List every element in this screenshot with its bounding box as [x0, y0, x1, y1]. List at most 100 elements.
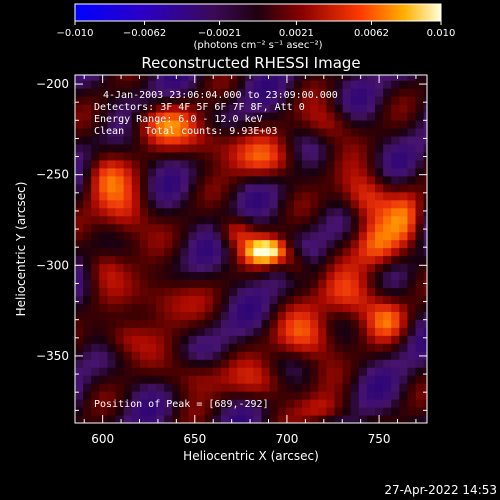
heatmap-cell	[407, 223, 417, 233]
heatmap-cell	[261, 80, 271, 89]
heatmap-cell	[229, 367, 238, 376]
heatmap-cell	[318, 311, 327, 320]
heatmap-cell	[326, 351, 336, 360]
heatmap-cell	[204, 271, 214, 281]
heatmap-cell	[261, 327, 271, 336]
heatmap-cell	[269, 75, 279, 81]
heatmap-cell	[123, 215, 133, 225]
heatmap-cell	[245, 327, 254, 336]
heatmap-cell	[293, 367, 303, 376]
heatmap-cell	[172, 143, 182, 153]
heatmap-cell	[188, 351, 198, 360]
heatmap-cell	[383, 351, 392, 360]
heatmap-cell	[253, 351, 263, 360]
heatmap-cell	[358, 287, 368, 296]
heatmap-cell	[383, 191, 392, 201]
heatmap-cell	[212, 199, 222, 209]
heatmap-cell	[261, 359, 271, 368]
heatmap-cell	[423, 88, 427, 97]
heatmap-cell	[366, 127, 376, 137]
heatmap-cell	[358, 151, 368, 161]
heatmap-cell	[318, 119, 327, 129]
heatmap-cell	[75, 183, 84, 193]
heatmap-cell	[123, 415, 133, 423]
heatmap-cell	[107, 287, 117, 296]
heatmap-cell	[326, 111, 336, 121]
heatmap-cell	[318, 167, 327, 177]
heatmap-cell	[285, 239, 295, 249]
heatmap-cell	[366, 167, 376, 177]
heatmap-cell	[277, 159, 287, 169]
heatmap-cell	[245, 247, 254, 257]
heatmap-cell	[83, 287, 92, 296]
heatmap-cell	[293, 151, 303, 161]
heatmap-cell	[91, 96, 100, 105]
heatmap-cell	[399, 271, 409, 281]
heatmap-cell	[383, 104, 392, 113]
heatmap-cell	[415, 239, 425, 249]
heatmap-cell	[293, 119, 303, 129]
heatmap-cell	[156, 239, 165, 249]
heatmap-cell	[188, 151, 198, 161]
heatmap-cell	[269, 80, 279, 89]
heatmap-cell	[229, 167, 238, 177]
heatmap-cell	[285, 407, 295, 416]
heatmap-cell	[220, 279, 230, 289]
heatmap-cell	[156, 407, 165, 416]
heatmap-cell	[172, 135, 182, 145]
heatmap-cell	[99, 295, 109, 304]
heatmap-cell	[350, 191, 360, 201]
heatmap-cell	[131, 183, 141, 193]
heatmap-cell	[350, 239, 360, 249]
heatmap-cell	[302, 279, 311, 289]
heatmap-cell	[123, 407, 133, 416]
y-axis-label: Heliocentric Y (arcsec)	[14, 182, 28, 317]
heatmap-cell	[375, 239, 384, 249]
heatmap-cell	[156, 399, 165, 408]
heatmap-cell	[123, 391, 133, 400]
heatmap-cell	[253, 383, 263, 392]
heatmap-cell	[131, 271, 141, 281]
heatmap-cell	[415, 215, 425, 225]
heatmap-cell	[415, 255, 425, 265]
heatmap-cell	[415, 135, 425, 145]
heatmap-cell	[334, 351, 344, 360]
heatmap-cell	[229, 207, 238, 217]
heatmap-cell	[375, 375, 384, 384]
heatmap-cell	[293, 247, 303, 257]
heatmap-cell	[220, 215, 230, 225]
heatmap-cell	[277, 223, 287, 233]
heatmap-cell	[139, 247, 149, 257]
heatmap-cell	[310, 143, 319, 153]
heatmap-cell	[237, 415, 246, 423]
heatmap-cell	[237, 223, 246, 233]
heatmap-cell	[147, 104, 157, 113]
heatmap-cell	[156, 415, 165, 423]
heatmap-cell	[399, 359, 409, 368]
heatmap-cell	[302, 239, 311, 249]
heatmap-cell	[188, 247, 198, 257]
heatmap-cell	[131, 191, 141, 201]
heatmap-cell	[164, 75, 173, 81]
heatmap-cell	[131, 375, 141, 384]
heatmap-cell	[188, 143, 198, 153]
heatmap-cell	[196, 295, 206, 304]
heatmap-cell	[293, 287, 303, 296]
heatmap-cell	[350, 271, 360, 281]
heatmap-cell	[253, 75, 263, 81]
heatmap-cell	[91, 104, 100, 113]
heatmap-cell	[147, 80, 157, 89]
heatmap-cell	[123, 239, 133, 249]
heatmap-cell	[99, 159, 109, 169]
heatmap-cell	[229, 391, 238, 400]
heatmap-cell	[245, 135, 254, 145]
heatmap-cell	[172, 96, 182, 105]
heatmap-cell	[229, 151, 238, 161]
heatmap-cell	[415, 183, 425, 193]
heatmap-cell	[366, 143, 376, 153]
heatmap-cell	[261, 143, 271, 153]
heatmap-cell	[415, 75, 425, 81]
heatmap-cell	[326, 215, 336, 225]
heatmap-cell	[285, 311, 295, 320]
heatmap-cell	[212, 159, 222, 169]
